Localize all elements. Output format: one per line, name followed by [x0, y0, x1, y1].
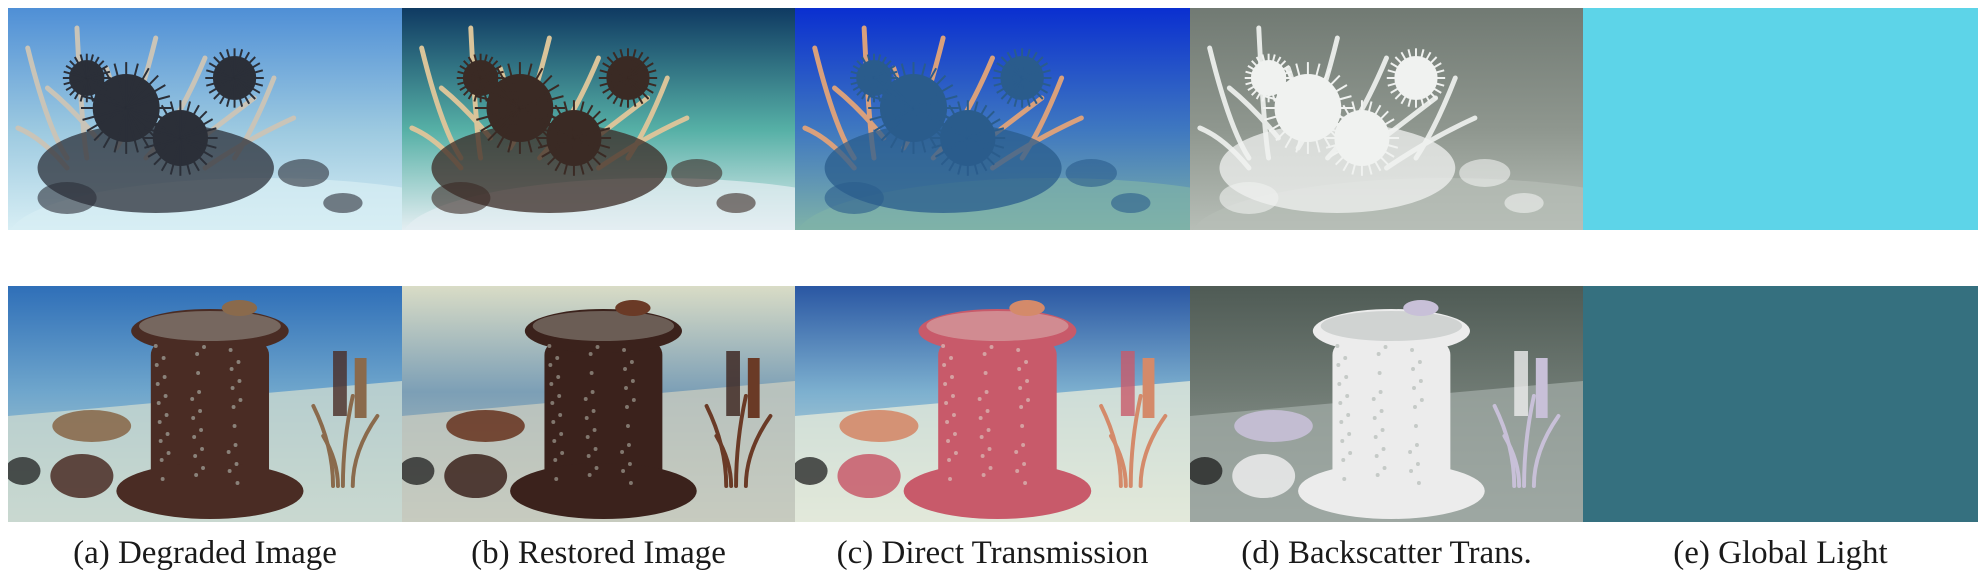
caption-row: (a) Degraded Image (b) Restored Image (c…	[8, 530, 1978, 576]
panel-graphic	[1583, 8, 1978, 230]
panel-graphic	[795, 8, 1190, 230]
caption-backscatter-transmission: (d) Backscatter Trans.	[1241, 535, 1532, 571]
capstan-global-light-swatch	[1583, 286, 1978, 522]
coral-direct-transmission-image	[795, 8, 1190, 230]
capstan-backscatter-transmission-image	[1190, 286, 1583, 522]
coral-global-light-swatch	[1583, 8, 1978, 230]
panel-graphic	[402, 8, 795, 230]
figure-row-coral	[8, 8, 1978, 230]
caption-global-light: (e) Global Light	[1673, 535, 1888, 571]
coral-backscatter-transmission-image	[1190, 8, 1583, 230]
panel-graphic	[1583, 286, 1978, 522]
panel-graphic	[402, 286, 795, 522]
caption-restored-image: (b) Restored Image	[471, 535, 726, 571]
figure-row-capstan	[8, 286, 1978, 522]
capstan-restored-image	[402, 286, 795, 522]
panel-graphic	[1190, 8, 1583, 230]
coral-restored-image	[402, 8, 795, 230]
panel-graphic	[795, 286, 1190, 522]
caption-degraded-image: (a) Degraded Image	[73, 535, 337, 571]
panel-graphic	[1190, 286, 1583, 522]
capstan-direct-transmission-image	[795, 286, 1190, 522]
panel-graphic	[8, 286, 402, 522]
capstan-degraded-image	[8, 286, 402, 522]
panel-graphic	[8, 8, 402, 230]
coral-degraded-image	[8, 8, 402, 230]
caption-direct-transmission: (c) Direct Transmission	[836, 535, 1149, 571]
